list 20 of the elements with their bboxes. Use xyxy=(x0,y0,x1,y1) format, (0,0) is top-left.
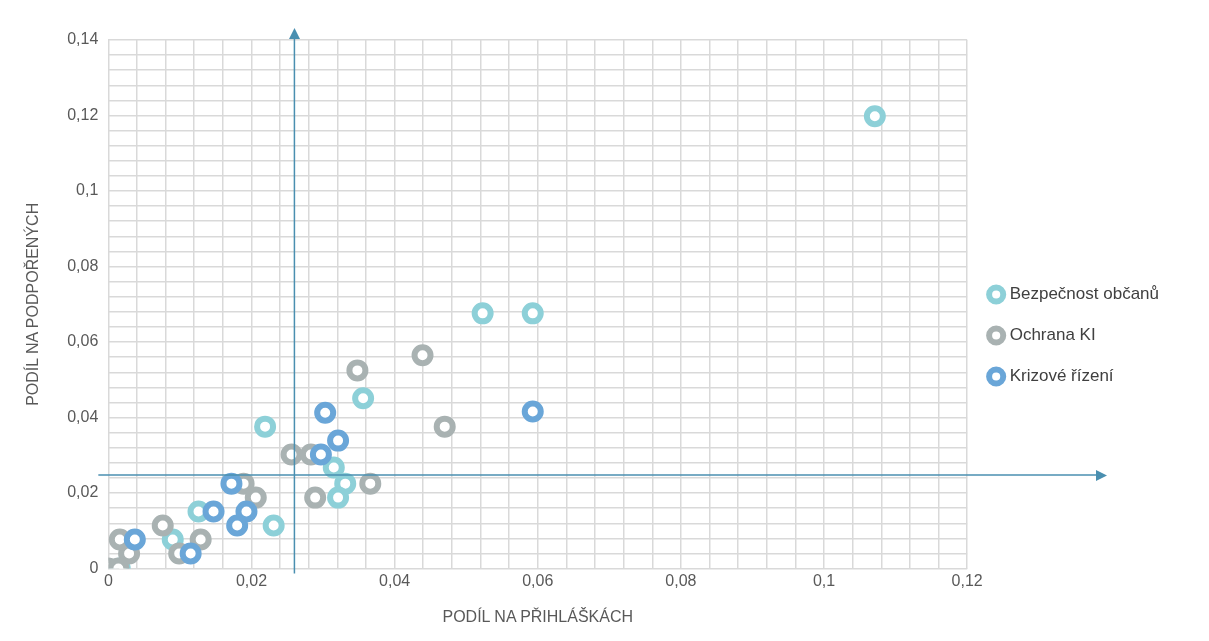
y-tick-label: 0 xyxy=(89,559,99,577)
y-tick-label: 0,02 xyxy=(67,483,99,501)
y-tick-label: 0,04 xyxy=(67,407,99,425)
y-axis-title: PODÍL NA PODPOŘENÝCH xyxy=(23,202,42,406)
x-tick-label: 0,04 xyxy=(379,571,411,589)
legend-label: Bezpečnost občanů xyxy=(1009,284,1160,304)
x-tick-label: 0,08 xyxy=(665,571,697,589)
x-tick-label: 0,06 xyxy=(522,571,554,589)
x-tick-label: 0 xyxy=(103,571,113,589)
legend-label: Krizové řízení xyxy=(1009,366,1114,386)
y-tick-label: 0,06 xyxy=(67,332,99,350)
x-tick-label: 0,1 xyxy=(812,571,836,589)
y-tick-label: 0,12 xyxy=(67,105,99,123)
x-axis-title: PODÍL NA PŘIHLÁŠKÁCH xyxy=(442,606,634,625)
x-tick-label: 0,02 xyxy=(235,571,268,589)
x-tick-label: 0,12 xyxy=(951,571,983,589)
y-tick-label: 0,08 xyxy=(67,256,99,274)
legend-label: Ochrana KI xyxy=(1009,325,1096,345)
y-tick-label: 0,1 xyxy=(76,181,99,199)
y-tick-label: 0,14 xyxy=(67,30,99,48)
